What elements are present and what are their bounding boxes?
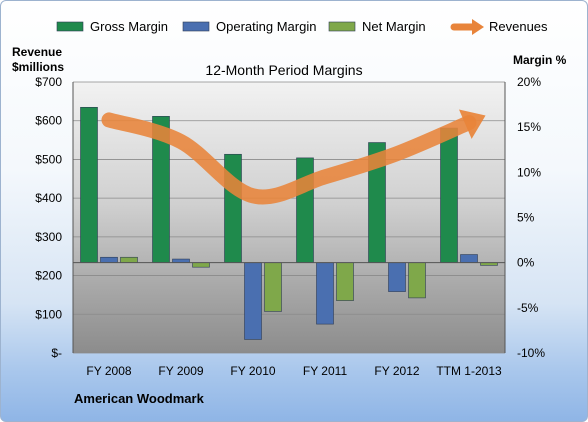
legend-item-operating-margin: Operating Margin — [182, 19, 316, 34]
operating-margin-bar-fy-2011 — [316, 262, 334, 325]
x-tick-label: TTM 1-2013 — [436, 364, 502, 378]
x-tick-label: FY 2009 — [158, 364, 203, 378]
left-tick-label: $200 — [35, 269, 62, 283]
gross-margin-bar-ttm-1-2013 — [440, 127, 458, 263]
right-tick-label: 0% — [517, 256, 535, 270]
legend-label: Operating Margin — [216, 19, 316, 34]
left-tick-label: $700 — [35, 75, 62, 89]
right-tick-label: 20% — [517, 75, 541, 89]
legend-label: Revenues — [489, 19, 548, 34]
operating-margin-bar-ttm-1-2013 — [460, 254, 478, 263]
axes: $- $100 $200 $300 $400 $500 $600 $700 -10% -5% 0% 5… — [35, 75, 545, 378]
legend-item-net-margin: Net Margin — [328, 19, 426, 34]
right-axis-title: Margin % — [513, 53, 567, 67]
left-axis-title-line-2: $millions — [12, 60, 65, 74]
right-tick-label: 15% — [517, 120, 541, 134]
legend-swatch — [56, 21, 84, 32]
right-tick-label: 10% — [517, 165, 541, 179]
net-margin-bar-fy-2010 — [264, 262, 282, 312]
revenues-line — [101, 112, 477, 205]
legend-swatch — [328, 21, 356, 32]
gross-margin-bar-fy-2011 — [296, 157, 314, 263]
operating-margin-bar-fy-2008 — [100, 256, 118, 263]
left-tick-label: $300 — [35, 230, 62, 244]
revenues-arrowhead — [459, 109, 486, 139]
right-tick-label: -5% — [517, 301, 539, 315]
chart-title: 12-Month Period Margins — [205, 62, 362, 78]
right-tick-label: 5% — [517, 211, 535, 225]
company-name: American Woodmark — [74, 391, 204, 406]
net-margin-bar-fy-2011 — [336, 262, 354, 301]
net-margin-bar-fy-2009 — [192, 262, 210, 268]
left-tick-label: $400 — [35, 191, 62, 205]
net-margin-bar-fy-2008 — [120, 256, 138, 263]
revenue-line — [101, 109, 486, 205]
operating-margin-bar-fy-2012 — [388, 262, 406, 292]
left-axis-title-line-1: Revenue — [12, 45, 63, 59]
legend-label: Gross Margin — [90, 19, 168, 34]
left-axis-title: Revenue $millions — [12, 45, 64, 75]
x-tick-label: FY 2011 — [303, 364, 348, 378]
legend-swatch — [182, 21, 210, 32]
legend-label: Net Margin — [362, 19, 426, 34]
gross-margin-bar-fy-2008 — [80, 106, 98, 263]
bars — [80, 106, 498, 340]
x-tick-label: FY 2008 — [86, 364, 131, 378]
legend: Gross Margin Operating Margin Net Margin Re… — [56, 19, 548, 35]
legend-item-revenues: Revenues — [450, 19, 548, 35]
left-tick-label: $600 — [35, 114, 62, 128]
x-tick-label: FY 2010 — [230, 364, 275, 378]
operating-margin-bar-fy-2009 — [172, 258, 190, 263]
legend-item-gross-margin: Gross Margin — [56, 19, 168, 34]
gridlines — [73, 81, 505, 354]
left-tick-label: $100 — [35, 307, 62, 321]
x-tick-label: FY 2012 — [374, 364, 419, 378]
operating-margin-bar-fy-2010 — [244, 262, 262, 340]
left-tick-label: $- — [51, 346, 62, 360]
net-margin-bar-fy-2012 — [408, 262, 426, 299]
left-tick-label: $500 — [35, 152, 62, 166]
right-tick-label: -10% — [517, 346, 545, 360]
legend-arrow — [472, 19, 484, 35]
